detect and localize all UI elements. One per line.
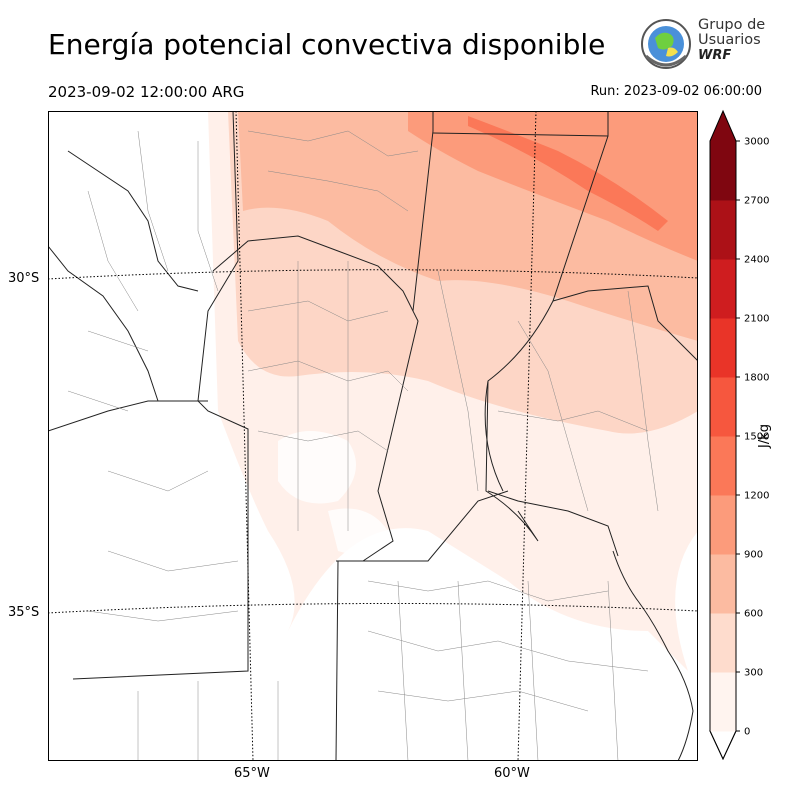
colorbar-segment bbox=[710, 200, 736, 260]
colorbar-tick-label: 600 bbox=[744, 609, 763, 620]
cape-field-1200-1500 bbox=[468, 116, 668, 231]
logo-line-2: Usuarios bbox=[698, 32, 761, 48]
run-time: Run: 2023-09-02 06:00:00 bbox=[590, 84, 762, 99]
lat-label-30s: 30°S bbox=[8, 271, 40, 286]
colorbar-segment bbox=[710, 495, 736, 555]
colorbar: 0 300 600 900 1200 1500 1800 2100 2400 2700 3000 J/… bbox=[709, 109, 772, 761]
valid-time: 2023-09-02 12:00:00 ARG bbox=[48, 83, 245, 101]
colorbar-segment bbox=[710, 377, 736, 437]
colorbar-segment bbox=[710, 318, 736, 378]
lat-label-35s: 35°S bbox=[8, 605, 40, 620]
colorbar-label: J/kg bbox=[757, 424, 772, 449]
colorbar-segment bbox=[710, 436, 736, 496]
colorbar-segment bbox=[710, 259, 736, 319]
colorbar-segment bbox=[710, 672, 736, 732]
wrf-logo: Grupo de Usuarios WRF bbox=[638, 16, 768, 72]
colorbar-tick-label: 1200 bbox=[744, 491, 769, 502]
colorbar-segment bbox=[710, 554, 736, 614]
colorbar-tick-label: 2400 bbox=[744, 255, 769, 266]
lon-label-60w: 60°W bbox=[494, 766, 530, 781]
globe-icon bbox=[641, 19, 691, 69]
colorbar-segment bbox=[710, 613, 736, 673]
colorbar-extend-high bbox=[710, 111, 736, 141]
colorbar-tick-label: 1500 bbox=[744, 432, 769, 443]
colorbar-tick-label: 3000 bbox=[744, 137, 769, 148]
logo-line-1: Grupo de bbox=[698, 17, 766, 33]
colorbar-tick-label: 2100 bbox=[744, 314, 769, 325]
colorbar-tick-label: 300 bbox=[744, 668, 763, 679]
logo-line-3: WRF bbox=[698, 48, 732, 63]
colorbar-tick-label: 2700 bbox=[744, 196, 769, 207]
map-title: Energía potencial convectiva disponible bbox=[48, 28, 606, 61]
cape-field-900-1200 bbox=[408, 111, 698, 261]
colorbar-tick-label: 900 bbox=[744, 550, 763, 561]
cape-map bbox=[48, 111, 698, 761]
colorbar-tick-label: 0 bbox=[744, 727, 750, 738]
colorbar-extend-low bbox=[709, 730, 737, 761]
colorbar-segment bbox=[710, 141, 736, 201]
colorbar-tick-label: 1800 bbox=[744, 373, 769, 384]
lon-label-65w: 65°W bbox=[234, 766, 270, 781]
